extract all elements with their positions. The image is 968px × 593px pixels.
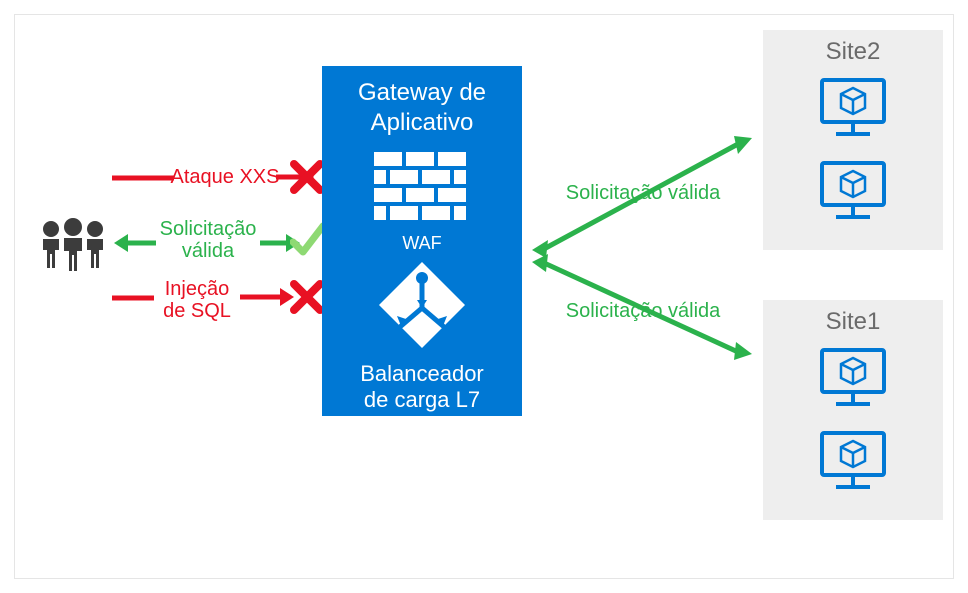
gateway-title-line2: Aplicativo (371, 109, 474, 136)
load-balancer-icon (377, 260, 467, 350)
blocked-icon (290, 280, 324, 314)
arrows-to-sites (522, 130, 762, 360)
lb-label: Balanceador de carga L7 (332, 361, 512, 414)
label-valid-to-site1: Solicitação válida (563, 300, 723, 322)
label-sql-injection: Injeção de SQL (152, 278, 242, 322)
site1-title: Site1 (763, 308, 943, 336)
label-xss-attack: Ataque XXS (170, 166, 280, 188)
vm-icon (818, 346, 888, 410)
vm-icon (818, 429, 888, 493)
arrow-sqli-left (112, 290, 154, 306)
check-icon (290, 220, 326, 260)
label-sqli-line1: Injeção (165, 278, 230, 300)
label-valid-line1: Solicitação (160, 218, 257, 240)
site2-box: Site2 (763, 30, 943, 250)
vm-icon (818, 159, 888, 223)
vm-icon (818, 76, 888, 140)
blocked-icon (290, 160, 324, 194)
gateway-title-line1: Gateway de (358, 79, 486, 106)
site2-title: Site2 (763, 38, 943, 66)
firewall-icon (374, 152, 470, 222)
arrow-xss-left (112, 170, 174, 186)
waf-label: WAF (332, 233, 512, 254)
arrow-valid-back (112, 232, 156, 254)
application-gateway-box: Gateway de Aplicativo WAF Balanceado (322, 66, 522, 416)
label-valid-request-left: Solicitação válida (154, 218, 262, 262)
site1-box: Site1 (763, 300, 943, 520)
arrow-sqli-right (240, 286, 296, 308)
lb-label-line2: de carga L7 (364, 387, 480, 412)
label-valid-line2: válida (182, 240, 234, 262)
lb-label-line1: Balanceador (360, 361, 484, 386)
label-valid-to-site2: Solicitação válida (563, 182, 723, 204)
users-icon (34, 216, 112, 281)
label-sqli-line2: de SQL (163, 300, 231, 322)
gateway-title: Gateway de Aplicativo (332, 78, 512, 138)
